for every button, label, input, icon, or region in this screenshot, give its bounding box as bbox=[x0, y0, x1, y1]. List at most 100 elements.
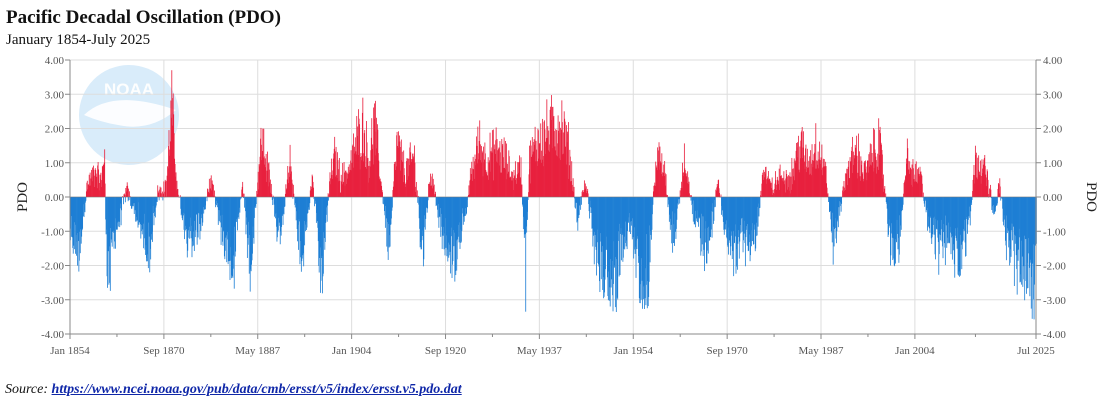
pdo-bar bbox=[539, 143, 541, 197]
pdo-bar bbox=[834, 197, 835, 230]
pdo-bar bbox=[854, 144, 856, 197]
pdo-bar bbox=[459, 197, 460, 223]
pdo-bar bbox=[515, 178, 517, 197]
pdo-bar bbox=[148, 197, 150, 223]
pdo-bar bbox=[1016, 197, 1018, 269]
pdo-bar bbox=[901, 197, 903, 208]
pdo-bar bbox=[706, 197, 708, 228]
pdo-bar bbox=[672, 197, 674, 253]
pdo-bar bbox=[173, 133, 175, 197]
pdo-bar bbox=[250, 197, 252, 272]
pdo-bar bbox=[570, 181, 572, 197]
pdo-bar bbox=[223, 197, 225, 232]
pdo-bar bbox=[557, 143, 559, 197]
pdo-bar bbox=[878, 155, 880, 197]
pdo-bar bbox=[542, 166, 544, 197]
pdo-bar bbox=[625, 197, 627, 247]
pdo-bar bbox=[898, 197, 899, 239]
pdo-bar bbox=[979, 175, 981, 197]
pdo-bar bbox=[195, 197, 197, 231]
pdo-bar bbox=[991, 197, 993, 210]
pdo-bar bbox=[347, 166, 349, 197]
pdo-bar bbox=[586, 190, 588, 197]
x-tick-label: Jan 1954 bbox=[614, 345, 654, 357]
x-tick-label: Sep 1970 bbox=[707, 345, 749, 357]
pdo-bar bbox=[718, 188, 720, 197]
pdo-bar bbox=[817, 160, 819, 197]
pdo-bar bbox=[629, 197, 630, 232]
pdo-bar bbox=[728, 197, 730, 228]
pdo-bar bbox=[725, 197, 727, 230]
pdo-bar bbox=[729, 197, 731, 243]
pdo-bar bbox=[492, 152, 494, 197]
pdo-bar bbox=[737, 197, 739, 244]
pdo-bar bbox=[747, 197, 749, 252]
pdo-bar bbox=[674, 197, 676, 214]
pdo-bar bbox=[786, 173, 788, 197]
pdo-bar bbox=[355, 151, 357, 197]
pdo-bar bbox=[427, 197, 429, 209]
pdo-bar bbox=[1015, 197, 1017, 236]
source-link[interactable]: https://www.ncei.noaa.gov/pub/data/cmb/e… bbox=[51, 382, 462, 397]
pdo-bar bbox=[279, 197, 281, 226]
pdo-bar bbox=[726, 197, 728, 238]
pdo-bar bbox=[1024, 197, 1026, 301]
pdo-bar bbox=[565, 146, 567, 197]
pdo-bar bbox=[101, 180, 103, 197]
pdo-bar bbox=[384, 197, 385, 212]
pdo-bar bbox=[1026, 197, 1028, 289]
pdo-bar bbox=[129, 191, 130, 197]
pdo-bar bbox=[836, 197, 837, 244]
pdo-bar bbox=[602, 197, 604, 278]
pdo-bar bbox=[141, 197, 143, 235]
pdo-bar bbox=[670, 197, 672, 219]
pdo-bar bbox=[566, 125, 567, 197]
pdo-bar bbox=[967, 197, 969, 225]
pdo-bar bbox=[340, 174, 342, 197]
pdo-bar bbox=[83, 197, 84, 205]
pdo-bar bbox=[951, 197, 953, 260]
pdo-bar bbox=[338, 181, 339, 197]
pdo-bar bbox=[705, 197, 707, 222]
pdo-bar bbox=[150, 197, 152, 260]
pdo-bar bbox=[400, 139, 402, 197]
pdo-bar bbox=[999, 178, 1001, 197]
pdo-bar bbox=[700, 197, 702, 252]
pdo-bar bbox=[790, 189, 792, 197]
pdo-bar bbox=[1027, 197, 1028, 263]
pdo-bar bbox=[863, 178, 865, 197]
pdo-bar bbox=[294, 197, 296, 208]
pdo-bar bbox=[510, 180, 512, 197]
pdo-bar bbox=[964, 197, 965, 220]
pdo-bar bbox=[131, 197, 132, 209]
pdo-bar bbox=[1009, 197, 1011, 266]
pdo-bar bbox=[504, 167, 505, 197]
pdo-bar bbox=[585, 188, 587, 197]
pdo-bar bbox=[485, 169, 487, 197]
pdo-bar bbox=[77, 197, 79, 241]
pdo-bar bbox=[455, 197, 457, 241]
pdo-bar bbox=[899, 197, 901, 216]
pdo-bar bbox=[97, 165, 99, 197]
pdo-bar bbox=[714, 197, 716, 208]
pdo-bar bbox=[1034, 197, 1036, 245]
pdo-bar bbox=[599, 197, 600, 282]
pdo-bar bbox=[963, 197, 965, 231]
pdo-bar bbox=[299, 197, 300, 222]
pdo-bar bbox=[256, 190, 258, 197]
pdo-bar bbox=[900, 197, 902, 226]
pdo-bar bbox=[570, 181, 572, 197]
pdo-bar bbox=[1020, 197, 1022, 282]
pdo-bar bbox=[802, 147, 804, 197]
pdo-bar bbox=[93, 165, 94, 197]
pdo-bar bbox=[176, 190, 177, 197]
pdo-bar bbox=[234, 197, 236, 257]
pdo-bar bbox=[975, 155, 977, 197]
x-tick-label: Jan 1854 bbox=[50, 345, 90, 357]
pdo-bar bbox=[606, 197, 608, 278]
pdo-bar bbox=[153, 197, 155, 226]
pdo-bar bbox=[648, 197, 650, 298]
pdo-bar bbox=[71, 197, 73, 217]
pdo-bar bbox=[163, 181, 165, 197]
pdo-bar bbox=[850, 161, 852, 197]
